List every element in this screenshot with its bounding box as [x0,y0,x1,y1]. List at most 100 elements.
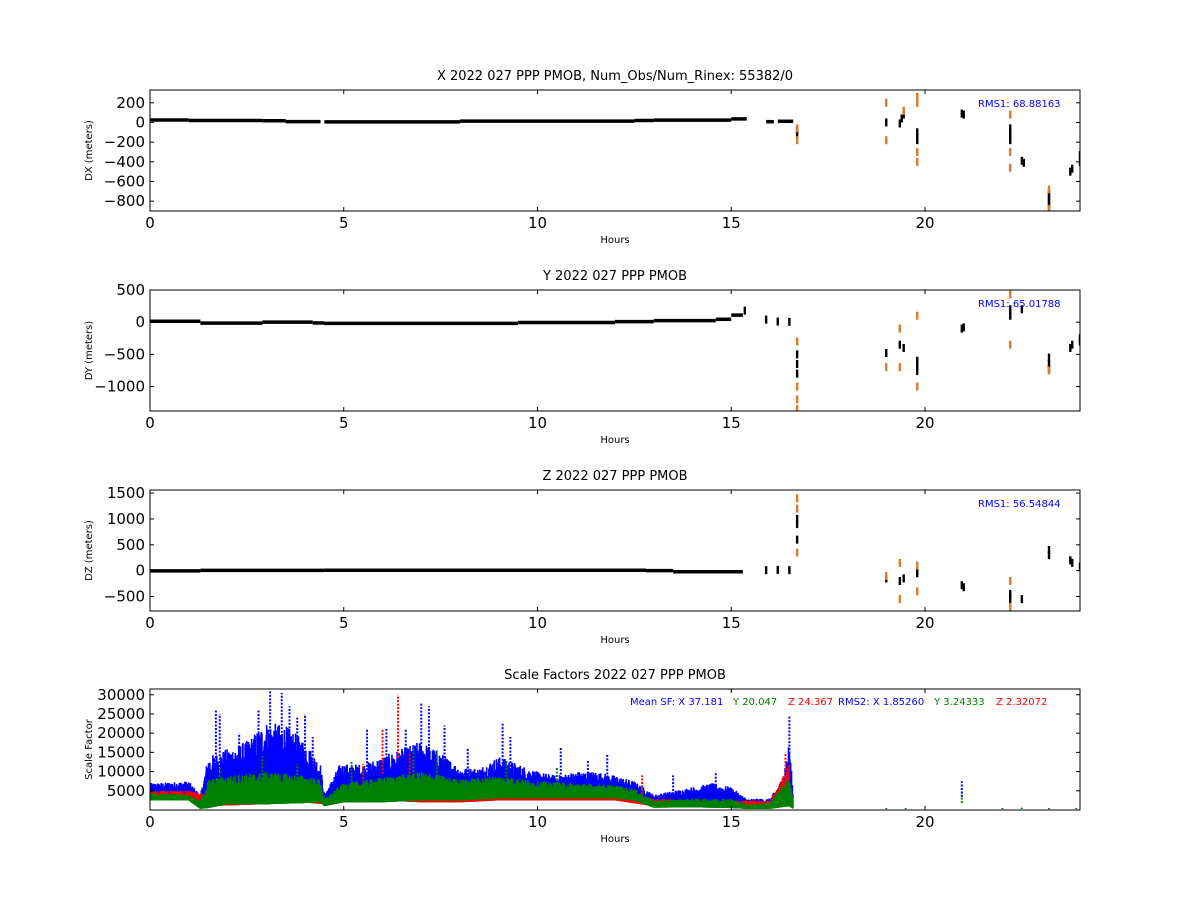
data-point [1071,164,1074,173]
y-tick-label: 15000 [97,743,145,761]
series-1 [150,514,1080,604]
x-tick-label: 20 [915,614,934,632]
plot-area [150,690,1078,810]
y-tick-label: −400 [104,153,145,171]
x-tick-label: 5 [339,813,349,831]
y-tick-label: 1000 [107,510,145,528]
data-point [916,147,919,156]
x-tick-label: 20 [915,813,934,831]
scale-factor-stat: Y 3.24333 [933,697,985,708]
series-3 [150,748,1078,810]
data-point [1047,353,1051,362]
axes-frame [149,289,1081,412]
data-point [960,109,964,118]
data-point [916,311,919,320]
y-tick-label: 10000 [97,763,145,781]
data-point [916,382,919,391]
y-tick-label: 25000 [97,705,145,723]
axes-frame [149,489,1081,612]
y-tick-label: −200 [104,133,145,151]
data-point [1009,602,1012,611]
x-tick-label: 0 [145,414,155,432]
y-tick-label: 500 [116,281,145,299]
y-tick-label: 5000 [107,782,145,800]
x-tick-label: 20 [915,214,934,232]
data-point [1009,340,1012,349]
x-tick-label: 20 [915,414,934,432]
series-2 [795,494,1012,611]
plot-area [150,290,1080,411]
data-point [764,566,768,575]
data-point [916,157,919,166]
data-point [1069,343,1072,352]
data-point [902,106,905,115]
y-tick-label: −500 [104,345,145,363]
data-point [795,136,799,145]
data-point [898,595,902,604]
data-point [1047,205,1051,211]
data-point [795,124,799,133]
y-tick-label: −600 [104,172,145,190]
data-point [916,561,919,570]
subplot-title: Scale Factors 2022 027 PPP PMOB [504,668,726,683]
y-tick-label: 0 [135,562,145,580]
data-point [1020,305,1024,314]
x-tick-label: 15 [722,414,741,432]
y-tick-label: 200 [116,94,145,112]
y-axis-label: DZ (meters) [84,520,95,581]
data-point [795,520,799,529]
x-tick-label: 0 [145,614,155,632]
data-point [1009,136,1012,145]
data-point [1069,167,1072,176]
data-point [1078,337,1080,346]
data-point [1009,589,1012,598]
x-axis-label: Hours [600,635,629,646]
data-point [795,494,799,503]
data-point [1009,290,1012,299]
x-tick-label: 5 [339,414,349,432]
data-point [885,571,888,580]
data-point [1009,311,1012,320]
x-tick-label: 10 [528,614,547,632]
data-point [885,118,888,127]
rms-annotation: RMS1: 68.88163 [978,99,1061,110]
data-point [916,356,919,365]
data-point [1009,124,1012,133]
data-point [898,340,902,349]
y-tick-label: −1000 [94,378,145,396]
data-point [962,583,965,592]
data-point [916,566,919,575]
axes-frame [149,688,1081,811]
subplot-title: X 2022 027 PPP PMOB, Num_Obs/Num_Rinex: … [437,69,793,84]
x-tick-label: 15 [722,813,741,831]
data-point [885,136,888,145]
data-point [795,360,799,369]
data-point [1009,130,1012,139]
data-point [898,324,902,333]
data-point [795,350,799,359]
data-point [1071,340,1074,349]
x-tick-label: 0 [145,214,155,232]
data-point [1047,185,1051,194]
data-point [764,315,768,324]
x-tick-label: 15 [722,614,741,632]
data-point [885,349,888,358]
data-point [743,306,747,315]
data-point [795,405,799,411]
data-point [795,130,799,139]
y-tick-label: 500 [116,536,145,554]
y-tick-label: −500 [104,588,145,606]
data-point [1047,197,1051,206]
scale-factor-stat: Z 24.367 [788,697,833,708]
data-point [1078,150,1080,159]
data-point [960,324,964,333]
y-tick-label: 30000 [97,686,145,704]
x-tick-label: 10 [528,414,547,432]
data-point [1071,558,1074,567]
data-point [795,369,799,378]
data-point [1047,551,1051,560]
data-point [1009,577,1012,586]
subplot-2: 0 5 10 15 20 500 0 −500 −1000 Y 2022 027 PPP PMOB… [84,269,1081,446]
data-point [898,119,902,128]
